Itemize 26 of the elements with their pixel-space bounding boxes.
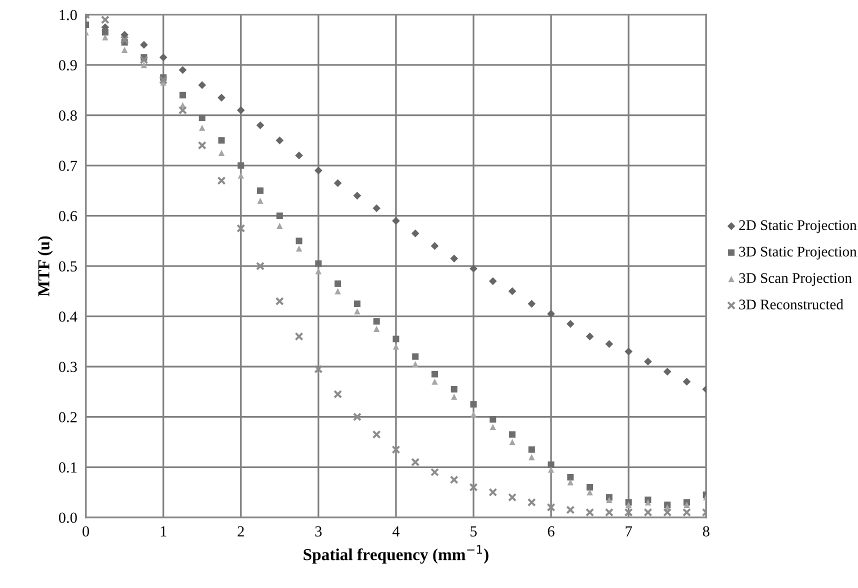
y-tick-label: 0.5: [58, 261, 77, 272]
y-axis-title: MTF (u): [38, 236, 53, 296]
y-tick-label: 0.2: [58, 412, 77, 422]
y-tick-label: 0.0: [58, 512, 77, 523]
y-tick-label: 0.1: [58, 462, 77, 473]
y-tick-label: 0.8: [58, 110, 77, 121]
x-tick-label: 3: [315, 526, 322, 537]
x-tick-label: 4: [392, 526, 400, 536]
legend-label: 2D Static Projection: [739, 220, 857, 234]
x-axis-title: Spatial frequency (mm$^{−1}$): [304, 545, 488, 564]
y-tick-label: 0.6: [58, 210, 78, 222]
x-tick-label: 8: [702, 526, 710, 537]
y-tick-label: 0.3: [58, 362, 77, 372]
x-tick-label: 0: [82, 526, 90, 537]
y-tick-label: 0.4: [58, 311, 78, 322]
legend-label: 3D Reconstructed: [739, 299, 844, 310]
x-tick-label: 2: [238, 526, 244, 536]
y-tick-label: 0.7: [58, 160, 78, 172]
x-tick-label: 6: [548, 526, 554, 537]
x-tick-label: 1: [160, 526, 166, 536]
x-tick-label: 7: [626, 526, 632, 536]
legend-label: 3D Static Projection: [739, 246, 857, 260]
legend-label: 3D Scan Projection: [739, 273, 852, 286]
y-tick-label: 0.9: [58, 60, 77, 70]
y-tick-label: 1.0: [60, 10, 77, 20]
x-tick-label: 5: [470, 526, 477, 537]
